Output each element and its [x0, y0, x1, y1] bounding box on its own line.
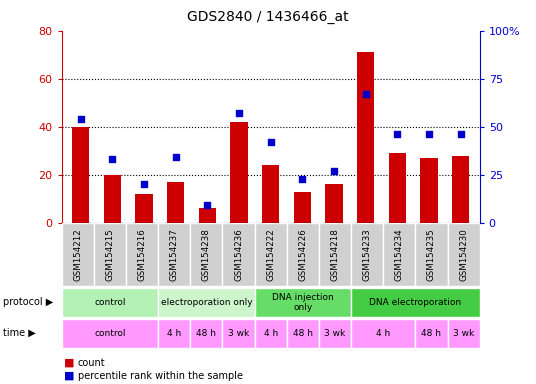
Text: GSM154236: GSM154236 [234, 228, 243, 281]
Bar [190, 223, 222, 286]
Bar [62, 319, 158, 348]
Text: ■: ■ [64, 358, 75, 368]
Bar [287, 319, 319, 348]
Text: 48 h: 48 h [196, 329, 217, 338]
Text: GSM154216: GSM154216 [138, 228, 146, 281]
Point [108, 156, 117, 162]
Bar [72, 127, 90, 223]
Bar [190, 319, 222, 348]
Point [235, 110, 243, 116]
Bar [383, 223, 415, 286]
Text: 3 wk: 3 wk [453, 329, 474, 338]
Bar [222, 319, 255, 348]
Text: 4 h: 4 h [264, 329, 278, 338]
Bar [319, 319, 351, 348]
Text: count: count [78, 358, 106, 368]
Point [425, 131, 433, 137]
Text: DNA injection
only: DNA injection only [272, 293, 334, 312]
Bar [158, 223, 190, 286]
Point [298, 175, 307, 182]
Text: GSM154233: GSM154233 [363, 228, 371, 281]
Text: GSM154212: GSM154212 [73, 228, 82, 281]
Bar [448, 319, 480, 348]
Text: GSM154230: GSM154230 [459, 228, 468, 281]
Bar [389, 153, 406, 223]
Text: 3 wk: 3 wk [228, 329, 249, 338]
Bar [255, 319, 287, 348]
Bar [415, 319, 448, 348]
Point [172, 154, 180, 161]
Bar [255, 223, 287, 286]
Point [76, 116, 85, 122]
Bar [255, 288, 351, 317]
Text: GSM154234: GSM154234 [395, 228, 404, 281]
Point [361, 91, 370, 97]
Text: 3 wk: 3 wk [324, 329, 346, 338]
Text: protocol ▶: protocol ▶ [3, 297, 53, 308]
Text: percentile rank within the sample: percentile rank within the sample [78, 371, 243, 381]
Bar [319, 223, 351, 286]
Bar [167, 182, 184, 223]
Bar [222, 223, 255, 286]
Text: GSM154218: GSM154218 [331, 228, 339, 281]
Text: GSM154235: GSM154235 [427, 228, 436, 281]
Bar [415, 223, 448, 286]
Point [330, 168, 338, 174]
Bar [294, 192, 311, 223]
Point [393, 131, 401, 137]
Bar [62, 288, 158, 317]
Bar [325, 184, 343, 223]
Bar [351, 288, 480, 317]
Bar [452, 156, 470, 223]
Text: 48 h: 48 h [293, 329, 313, 338]
Point [203, 202, 212, 209]
Bar [262, 165, 279, 223]
Point [140, 181, 148, 187]
Bar [158, 319, 190, 348]
Bar [420, 158, 438, 223]
Bar [230, 122, 248, 223]
Bar [448, 223, 480, 286]
Bar [199, 208, 216, 223]
Text: GSM154237: GSM154237 [170, 228, 178, 281]
Bar [62, 223, 94, 286]
Point [266, 139, 275, 145]
Bar [351, 319, 415, 348]
Bar [158, 288, 255, 317]
Bar [351, 223, 383, 286]
Text: GSM154238: GSM154238 [202, 228, 211, 281]
Text: DNA electroporation: DNA electroporation [369, 298, 461, 307]
Text: GSM154222: GSM154222 [266, 228, 275, 281]
Text: control: control [94, 298, 125, 307]
Bar [126, 223, 158, 286]
Bar [135, 194, 153, 223]
Text: 48 h: 48 h [421, 329, 442, 338]
Text: GSM154226: GSM154226 [299, 228, 307, 281]
Text: electroporation only: electroporation only [161, 298, 252, 307]
Text: 4 h: 4 h [376, 329, 390, 338]
Text: GDS2840 / 1436466_at: GDS2840 / 1436466_at [187, 10, 349, 23]
Point [457, 131, 465, 137]
Bar [287, 223, 319, 286]
Bar [94, 223, 126, 286]
Text: ■: ■ [64, 371, 75, 381]
Bar [357, 52, 375, 223]
Bar [103, 175, 121, 223]
Text: control: control [94, 329, 125, 338]
Text: time ▶: time ▶ [3, 328, 35, 338]
Text: 4 h: 4 h [167, 329, 181, 338]
Text: GSM154215: GSM154215 [106, 228, 114, 281]
